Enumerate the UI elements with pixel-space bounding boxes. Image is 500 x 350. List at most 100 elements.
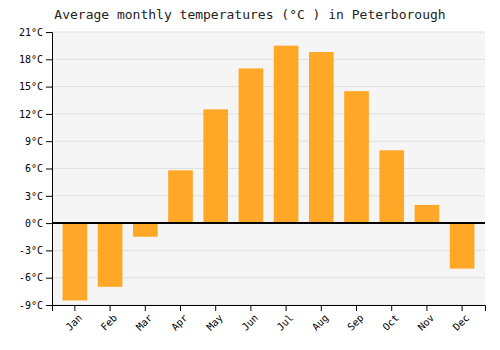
bar	[309, 52, 334, 223]
grid-line	[52, 195, 485, 196]
bar	[168, 170, 193, 223]
x-tick-mark	[286, 305, 287, 311]
y-tick-mark	[46, 169, 52, 170]
y-tick-label: 9°C	[25, 136, 43, 147]
x-tick: Mar	[134, 305, 155, 333]
y-tick-label: 3°C	[25, 191, 43, 202]
x-tick: Apr	[169, 305, 190, 333]
x-tick: Nov	[416, 305, 437, 333]
bar	[274, 46, 299, 223]
y-tick-label: 15°C	[19, 81, 43, 92]
x-tick-label: Jul	[275, 312, 296, 333]
y-tick: -6°C	[19, 272, 52, 283]
bar	[415, 205, 440, 223]
bar	[63, 223, 88, 300]
bars	[63, 46, 475, 301]
title: Average monthly temperatures (°C ) in Pe…	[54, 7, 445, 22]
x-tick: Feb	[99, 305, 120, 333]
x-tick: Dec	[451, 305, 472, 333]
y-tick-mark	[46, 59, 52, 60]
y-tick-label: -9°C	[19, 300, 43, 311]
x-tick: Oct	[380, 305, 401, 333]
x-tick-label: May	[204, 312, 225, 333]
x-tick-mark	[250, 305, 251, 311]
x-tick: Aug	[310, 305, 331, 333]
grid-line	[52, 141, 485, 142]
y-axis-line	[46, 33, 53, 306]
x-tick-mark	[110, 305, 111, 311]
x-tick: Jun	[240, 305, 261, 333]
x-tick: Jan	[64, 305, 85, 333]
bar	[450, 223, 475, 269]
y-tick-mark	[46, 250, 52, 251]
x-tick-label: Aug	[310, 312, 331, 333]
y-tick-mark	[46, 87, 52, 88]
grid-line	[52, 86, 485, 87]
bar	[98, 223, 123, 287]
x-tick-mark	[391, 305, 392, 311]
grid-line	[52, 168, 485, 169]
x-tick-mark	[321, 305, 322, 311]
x-axis-line	[53, 306, 486, 312]
y-tick: -9°C	[19, 300, 52, 311]
x-tick: May	[204, 305, 225, 333]
y-tick-label: 0°C	[25, 218, 43, 229]
bar	[203, 109, 228, 223]
x-tick-mark	[180, 305, 181, 311]
x-tick: Jul	[275, 305, 296, 333]
y-tick: 12°C	[19, 109, 52, 120]
plot: -9°C -6°C -3°C 0°C 3°C 6°C 9°C 12°C 15°C 18°C 21°C…	[19, 27, 486, 333]
x-tick-label: Oct	[380, 312, 401, 333]
y-tick-label: 12°C	[19, 109, 43, 120]
y-tick: 15°C	[19, 81, 52, 92]
x-tick-mark	[462, 305, 463, 311]
y-tick: 21°C	[19, 27, 52, 38]
chart-svg: -9°C -6°C -3°C 0°C 3°C 6°C 9°C 12°C 15°C 18°C 21°C…	[0, 0, 500, 350]
y-tick-mark	[46, 305, 52, 306]
bar	[344, 91, 369, 223]
y-tick: -3°C	[19, 245, 52, 256]
grid-line	[52, 32, 485, 33]
y-tick: 6°C	[25, 163, 52, 174]
bar	[239, 68, 264, 223]
y-axis: -9°C -6°C -3°C 0°C 3°C 6°C 9°C 12°C 15°C 18°C 21°C	[19, 27, 53, 311]
y-tick-mark	[46, 141, 52, 142]
bar	[379, 150, 404, 223]
bar	[133, 223, 158, 237]
x-tick-mark	[356, 305, 357, 311]
y-tick: 18°C	[19, 54, 52, 65]
x-tick-label: Mar	[134, 312, 155, 333]
grid-line	[52, 223, 485, 224]
x-tick-label: Jun	[240, 312, 261, 333]
grid-line	[52, 113, 485, 114]
y-tick-label: 21°C	[19, 27, 43, 38]
x-tick: Sep	[345, 305, 366, 333]
y-tick-mark	[46, 278, 52, 279]
x-tick-mark	[426, 305, 427, 311]
x-tick-mark	[74, 305, 75, 311]
y-tick-mark	[46, 223, 52, 224]
y-tick: 3°C	[25, 191, 52, 202]
y-tick: 0°C	[25, 218, 52, 229]
plot-background	[52, 32, 485, 305]
y-tick-label: -3°C	[19, 245, 43, 256]
y-tick-label: 6°C	[25, 163, 43, 174]
zero-line	[52, 222, 485, 224]
chart-container: -9°C -6°C -3°C 0°C 3°C 6°C 9°C 12°C 15°C 18°C 21°C…	[0, 0, 500, 350]
x-tick-label: Feb	[99, 312, 120, 333]
y-tick-label: 18°C	[19, 54, 43, 65]
y-tick-mark	[46, 114, 52, 115]
x-axis: Jan Feb Mar Apr May Jun Jul Aug Sep Oct Nov Dec	[53, 305, 486, 333]
x-tick-label: Sep	[345, 312, 366, 333]
x-tick-label: Apr	[169, 312, 190, 333]
x-tick-label: Nov	[416, 312, 437, 333]
grid	[52, 32, 485, 305]
x-tick-label: Dec	[451, 312, 472, 333]
x-tick-label: Jan	[64, 312, 85, 333]
y-tick-mark	[46, 32, 52, 33]
x-tick-mark	[215, 305, 216, 311]
grid-line	[52, 59, 485, 60]
y-tick-label: -6°C	[19, 272, 43, 283]
x-tick-mark	[145, 305, 146, 311]
y-tick: 9°C	[25, 136, 52, 147]
